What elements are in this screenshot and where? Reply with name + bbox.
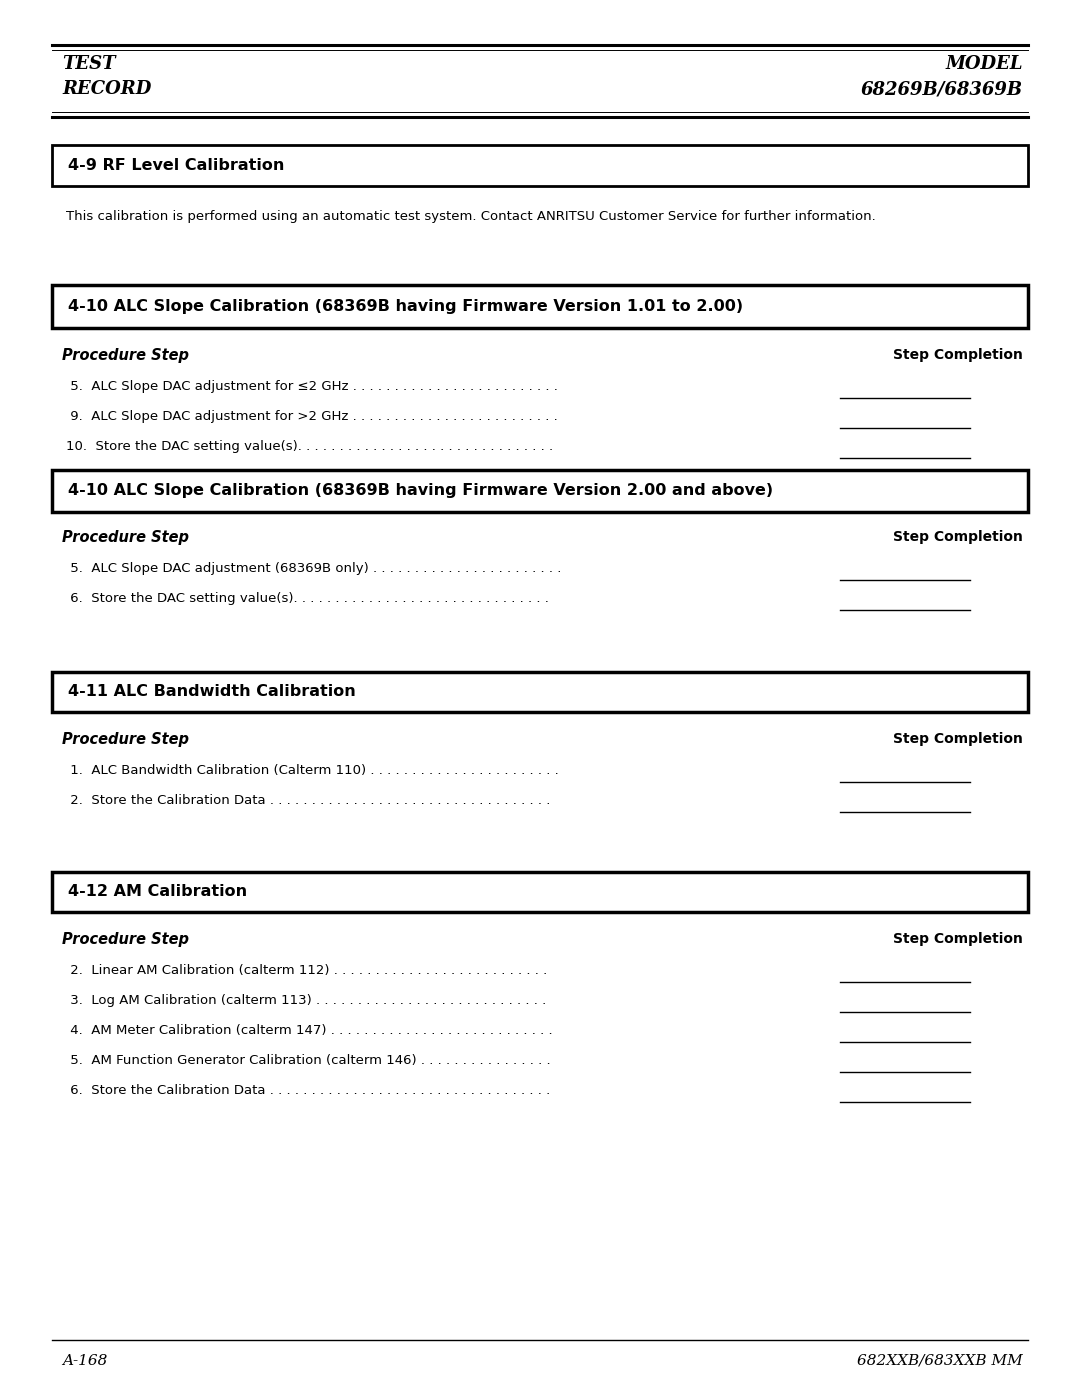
Text: 4-10 ALC Slope Calibration (68369B having Firmware Version 1.01 to 2.00): 4-10 ALC Slope Calibration (68369B havin… <box>68 299 743 314</box>
Text: Procedure Step: Procedure Step <box>62 348 189 363</box>
Text: 1.  ALC Bandwidth Calibration (Calterm 110) . . . . . . . . . . . . . . . . . . : 1. ALC Bandwidth Calibration (Calterm 11… <box>66 764 558 777</box>
Text: 5.  ALC Slope DAC adjustment (68369B only) . . . . . . . . . . . . . . . . . . .: 5. ALC Slope DAC adjustment (68369B only… <box>66 562 562 576</box>
Text: 2.  Linear AM Calibration (calterm 112) . . . . . . . . . . . . . . . . . . . . : 2. Linear AM Calibration (calterm 112) .… <box>66 964 548 977</box>
Text: Procedure Step: Procedure Step <box>62 529 189 545</box>
Text: 4-10 ALC Slope Calibration (68369B having Firmware Version 2.00 and above): 4-10 ALC Slope Calibration (68369B havin… <box>68 483 773 499</box>
Text: 4-11 ALC Bandwidth Calibration: 4-11 ALC Bandwidth Calibration <box>68 685 355 700</box>
Text: Step Completion: Step Completion <box>893 932 1023 946</box>
Text: Procedure Step: Procedure Step <box>62 932 189 947</box>
Text: Procedure Step: Procedure Step <box>62 732 189 747</box>
Text: 68269B/68369B: 68269B/68369B <box>861 80 1023 98</box>
Text: 6.  Store the Calibration Data . . . . . . . . . . . . . . . . . . . . . . . . .: 6. Store the Calibration Data . . . . . … <box>66 1084 550 1097</box>
Text: MODEL: MODEL <box>945 54 1023 73</box>
Text: RECORD: RECORD <box>62 80 151 98</box>
Text: Step Completion: Step Completion <box>893 529 1023 543</box>
FancyBboxPatch shape <box>52 672 1028 712</box>
Text: This calibration is performed using an automatic test system. Contact ANRITSU Cu: This calibration is performed using an a… <box>66 210 876 224</box>
FancyBboxPatch shape <box>52 469 1028 511</box>
Text: 2.  Store the Calibration Data . . . . . . . . . . . . . . . . . . . . . . . . .: 2. Store the Calibration Data . . . . . … <box>66 793 551 807</box>
Text: 5.  AM Function Generator Calibration (calterm 146) . . . . . . . . . . . . . . : 5. AM Function Generator Calibration (ca… <box>66 1053 551 1067</box>
Text: Step Completion: Step Completion <box>893 348 1023 362</box>
Text: 4-12 AM Calibration: 4-12 AM Calibration <box>68 884 247 900</box>
FancyBboxPatch shape <box>52 145 1028 186</box>
Text: A-168: A-168 <box>62 1354 107 1368</box>
Text: 682XXB/683XXB MM: 682XXB/683XXB MM <box>858 1354 1023 1368</box>
Text: 3.  Log AM Calibration (calterm 113) . . . . . . . . . . . . . . . . . . . . . .: 3. Log AM Calibration (calterm 113) . . … <box>66 995 546 1007</box>
Text: 5.  ALC Slope DAC adjustment for ≤2 GHz . . . . . . . . . . . . . . . . . . . . : 5. ALC Slope DAC adjustment for ≤2 GHz .… <box>66 380 558 393</box>
Text: Step Completion: Step Completion <box>893 732 1023 746</box>
Text: 9.  ALC Slope DAC adjustment for >2 GHz . . . . . . . . . . . . . . . . . . . . : 9. ALC Slope DAC adjustment for >2 GHz .… <box>66 409 557 423</box>
Text: 4-9 RF Level Calibration: 4-9 RF Level Calibration <box>68 158 284 173</box>
Text: 6.  Store the DAC setting value(s). . . . . . . . . . . . . . . . . . . . . . . : 6. Store the DAC setting value(s). . . .… <box>66 592 549 605</box>
Text: 4.  AM Meter Calibration (calterm 147) . . . . . . . . . . . . . . . . . . . . .: 4. AM Meter Calibration (calterm 147) . … <box>66 1024 553 1037</box>
FancyBboxPatch shape <box>52 872 1028 912</box>
FancyBboxPatch shape <box>52 285 1028 328</box>
Text: 10.  Store the DAC setting value(s). . . . . . . . . . . . . . . . . . . . . . .: 10. Store the DAC setting value(s). . . … <box>66 440 553 453</box>
Text: TEST: TEST <box>62 54 116 73</box>
